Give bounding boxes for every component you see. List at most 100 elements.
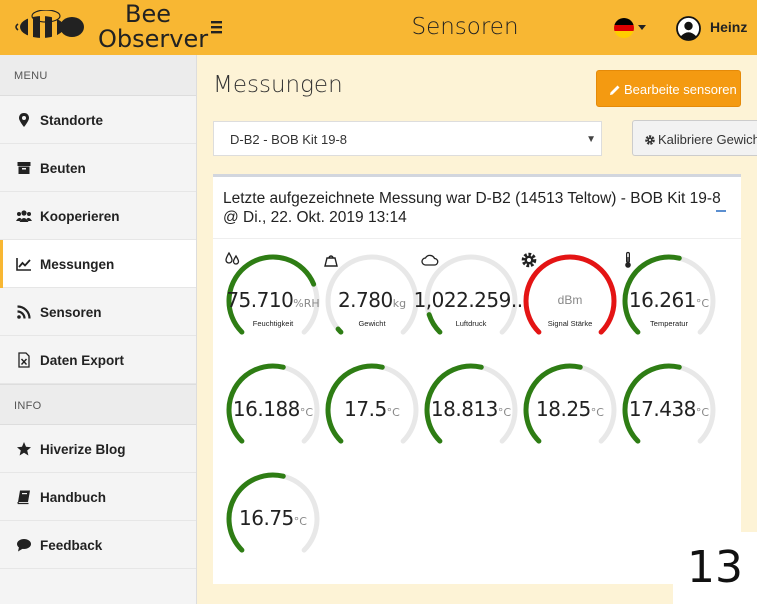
sidebar-item-label: Sensoren (40, 305, 102, 320)
gauge-unit: °C (695, 406, 710, 419)
gauge-number: 75.710 (226, 288, 294, 312)
gauge-arc (523, 254, 617, 335)
gauge-number: 17.5 (344, 397, 387, 421)
sidebar-item-handbuch[interactable]: Handbuch (0, 473, 196, 521)
gauge-arc (325, 363, 419, 444)
gauge-arc (424, 363, 518, 444)
measurement-panel: Letzte aufgezeichnete Messung war D-B2 (… (213, 174, 741, 584)
gauge-fill (335, 326, 344, 335)
collapse-icon[interactable] (716, 210, 726, 212)
sidebar-item-label: Standorte (40, 113, 104, 128)
sidebar-item-standorte[interactable]: Standorte (0, 96, 196, 144)
sensor-select[interactable]: D-B2 - BOB Kit 19-8 ▼ (213, 121, 602, 156)
panel-title: Letzte aufgezeichnete Messung war D-B2 (… (223, 189, 723, 227)
content-title: Messungen (213, 72, 343, 98)
logo-line-2: Observer (98, 25, 209, 53)
german-flag-icon[interactable] (614, 18, 634, 38)
gauge-arc (325, 254, 419, 335)
gauge-track (325, 254, 419, 335)
star-icon (17, 442, 31, 456)
page-title: Sensoren (411, 14, 519, 40)
rss-icon (17, 305, 31, 319)
gauge-fill (523, 254, 617, 335)
edit-sensors-label: Bearbeite sensoren (624, 82, 737, 97)
gear-icon (645, 135, 655, 145)
hamburger-menu-icon[interactable] (208, 17, 228, 37)
book-icon (17, 490, 30, 505)
panel-title-line-2: @ Di., 22. Okt. 2019 13:14 (223, 209, 407, 226)
sidebar-item-label: Daten Export (40, 353, 125, 368)
gauge-unit: °C (497, 406, 512, 419)
users-icon (16, 210, 32, 222)
gauge-temperature-10: 16.75°C (223, 469, 323, 569)
gauge-fill (426, 312, 443, 335)
gauge-unit: %RH (293, 297, 320, 310)
gauge-arc (226, 254, 320, 335)
gauge-number: 18.813 (430, 397, 498, 421)
gauge-value: 17.438°C (599, 397, 739, 421)
sidebar-item-messungen[interactable]: Messungen (0, 240, 196, 288)
gauge-luftdruck: 1,022.259... Luftdruck (414, 251, 529, 351)
gauge-unit: °C (293, 515, 307, 528)
gauge-number: 16.75 (239, 506, 294, 530)
sidebar: MENU Standorte Beuten Kooperieren Messun… (0, 55, 197, 604)
gauge-fill (424, 363, 484, 444)
gauge-temperatur: 16.261°C Temperatur (619, 251, 719, 351)
panel-header: Letzte aufgezeichnete Messung war D-B2 (… (213, 177, 741, 239)
sidebar-item-hiverize-blog[interactable]: Hiverize Blog (0, 425, 196, 473)
gauge-number: 1,022.259... (413, 288, 529, 312)
page-number: 13 (673, 532, 757, 604)
gear-icon (521, 252, 537, 268)
gauge-arc (226, 363, 320, 444)
bee-logo-icon (15, 10, 84, 38)
gauge-arc (226, 472, 320, 553)
gauge-unit: °C (590, 406, 604, 419)
sidebar-item-sensoren[interactable]: Sensoren (0, 288, 196, 336)
gauge-value: 75.710%RH (203, 288, 343, 312)
gauge-label: Temperatur (650, 319, 688, 328)
sidebar-item-kooperieren[interactable]: Kooperieren (0, 192, 196, 240)
gauge-value: 16.261°C (599, 288, 739, 312)
gauge-feuchtigkeit: 75.710%RH Feuchtigkeit (223, 251, 323, 351)
calibrate-weight-button[interactable]: Kalibriere Gewicht (632, 120, 757, 156)
edit-sensors-button[interactable]: Bearbeite sensoren (596, 70, 741, 107)
weight-icon (324, 255, 338, 267)
sidebar-item-label: Beuten (40, 161, 86, 176)
gauge-unit: kg (392, 297, 407, 310)
language-caret-icon[interactable] (638, 25, 646, 30)
sensor-select-value: D-B2 - BOB Kit 19-8 (230, 132, 348, 147)
line-chart-icon (16, 258, 31, 271)
gauge-value: 17.5°C (302, 397, 442, 421)
logo[interactable]: Bee Observer (0, 0, 209, 55)
gauge-number: 2.780 (337, 288, 393, 312)
gauge-arc (424, 254, 518, 335)
gauge-fill (226, 363, 286, 444)
logo-line-1: Bee (125, 0, 171, 28)
gauge-arc (622, 254, 716, 335)
cloud-icon (421, 254, 439, 266)
gauge-value: 18.813°C (401, 397, 541, 421)
sidebar-item-daten-export[interactable]: Daten Export (0, 336, 196, 384)
gauge-temperature-7: 18.813°C (421, 360, 521, 460)
sidebar-item-beuten[interactable]: Beuten (0, 144, 196, 192)
hive-box-icon (17, 162, 31, 174)
sidebar-item-label: Messungen (40, 257, 115, 272)
comment-icon (17, 539, 31, 552)
sidebar-item-label: Feedback (40, 538, 103, 553)
gauge-fill (226, 254, 317, 335)
gauge-fill (622, 363, 682, 444)
username[interactable]: Heinz (710, 19, 748, 35)
logo-text: Bee Observer (98, 0, 209, 53)
gauge-unit: °C (695, 297, 710, 310)
gauge-number: 16.188 (232, 397, 300, 421)
gauge-temperature-6: 17.5°C (322, 360, 422, 460)
gauge-temperature-9: 17.438°C (619, 360, 719, 460)
sidebar-item-feedback[interactable]: Feedback (0, 521, 196, 569)
sidebar-item-label: Kooperieren (40, 209, 120, 224)
gauge-fill (523, 363, 583, 444)
gauge-temperature-8: 18.25°C (520, 360, 620, 460)
gauge-gewicht: 2.780kg Gewicht (322, 251, 422, 351)
user-avatar-icon[interactable] (676, 16, 701, 41)
gauge-label: Luftdruck (455, 319, 487, 328)
info-header: INFO (0, 384, 196, 425)
